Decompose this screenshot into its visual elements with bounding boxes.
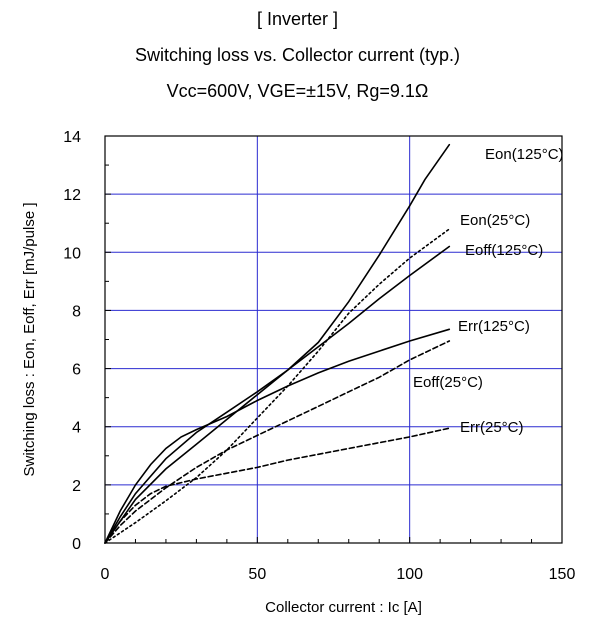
x-tick-label: 100 <box>396 566 423 583</box>
y-tick-label: 2 <box>72 478 81 495</box>
plot-area <box>105 136 562 543</box>
y-tick-label: 6 <box>72 362 81 379</box>
x-tick-label: 150 <box>549 566 576 583</box>
y-tick-label: 8 <box>72 303 81 320</box>
y-tick-label: 4 <box>72 420 81 437</box>
series-line-eoff-25c <box>104 340 451 544</box>
y-axis-title: Switching loss : Eon, Eoff, Err [mJ/puls… <box>21 203 38 477</box>
series-label-err-25c: Err(25°C) <box>460 419 524 436</box>
series-label-eoff-125c: Eoff(125°C) <box>465 242 543 259</box>
x-tick-label: 50 <box>248 566 266 583</box>
series-label-err-125c: Err(125°C) <box>458 318 530 335</box>
series-line-eoff-125c <box>104 245 451 544</box>
chart-subtitle: Switching loss vs. Collector current (ty… <box>134 45 461 65</box>
series-line-eon-25c <box>104 228 451 544</box>
series-label-eon-125c: Eon(125°C) <box>485 146 564 163</box>
y-tick-label: 12 <box>63 187 81 204</box>
series-label-eoff-25c: Eoff(25°C) <box>413 374 483 391</box>
plot-frame <box>104 135 563 544</box>
chart-title: [ Inverter ] <box>256 9 339 29</box>
y-tick-label: 10 <box>63 245 81 262</box>
chart-conditions: Vcc=600V, VGE=±15V, Rg=9.1Ω <box>166 81 429 101</box>
series-label-eon-25c: Eon(25°C) <box>460 212 530 229</box>
x-tick-label: 0 <box>101 566 110 583</box>
x-axis-title: Collector current : Ic [A] <box>265 599 422 616</box>
series-line-err-125c <box>104 328 451 544</box>
series-line-err-25c <box>104 427 451 544</box>
y-tick-label: 14 <box>63 129 81 146</box>
series-line-eon-125c <box>104 143 451 544</box>
y-tick-label: 0 <box>72 536 81 553</box>
